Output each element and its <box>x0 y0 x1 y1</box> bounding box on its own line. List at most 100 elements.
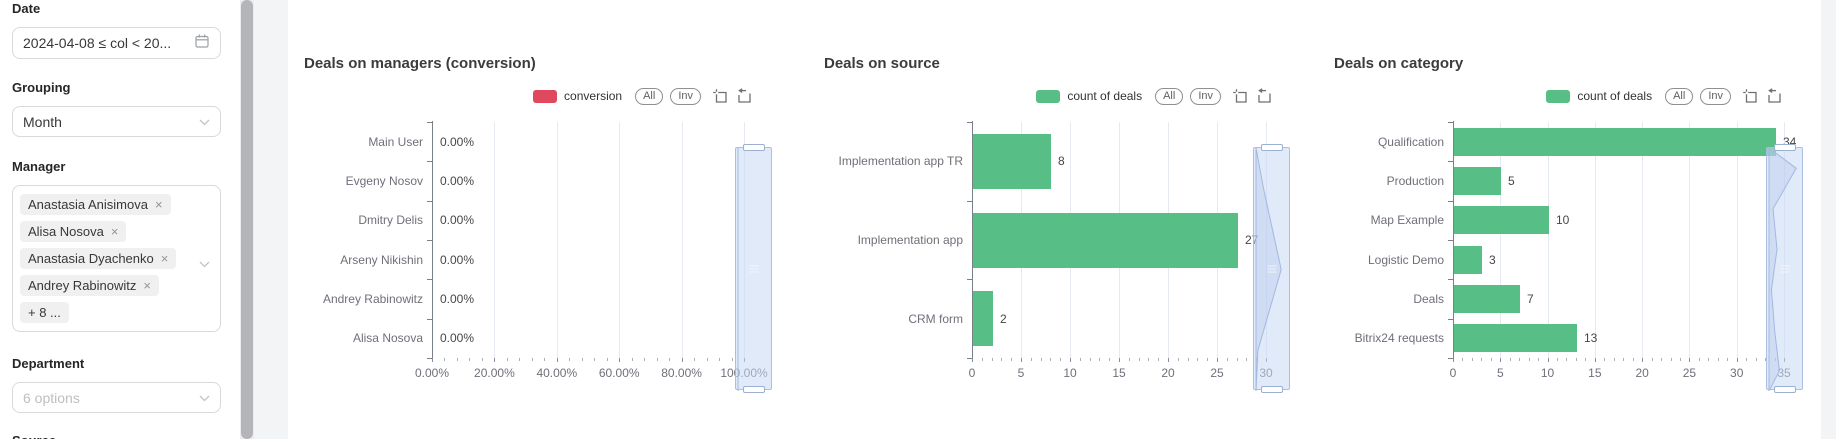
bar-implementation-app[interactable] <box>973 213 1238 268</box>
bar-bitrix24-requests[interactable] <box>1454 324 1577 352</box>
category-label: Production <box>1386 174 1444 188</box>
zoom-reset-icon[interactable] <box>736 88 752 104</box>
x-axis-minor-tick <box>1197 358 1199 361</box>
x-axis-minor-tick <box>1030 358 1032 361</box>
y-zoom-slider[interactable] <box>1766 144 1803 393</box>
slider-handle-top[interactable] <box>743 144 765 151</box>
select-all-button[interactable]: All <box>1665 87 1694 105</box>
legend-label[interactable]: count of deals <box>1067 89 1143 103</box>
remove-tag-icon[interactable]: × <box>154 197 163 212</box>
slider-grip[interactable] <box>1780 264 1789 273</box>
remove-tag-icon[interactable]: × <box>143 278 151 293</box>
y-axis-line <box>1453 121 1454 358</box>
sidebar-scrollbar[interactable] <box>240 0 254 439</box>
manager-tag[interactable]: Anastasia Anisimova × <box>20 194 171 215</box>
slider-handle-bottom[interactable] <box>1774 386 1796 393</box>
y-axis-tick <box>427 358 432 359</box>
invert-selection-button[interactable]: Inv <box>670 87 701 105</box>
category-label: Implementation app TR <box>838 154 963 169</box>
gridline <box>1689 122 1691 358</box>
date-range-input[interactable]: 2024-04-08 ≤ col < 20... <box>12 27 221 59</box>
bar-production[interactable] <box>1454 167 1501 195</box>
x-axis-minor-tick <box>1765 358 1767 361</box>
bar-logistic-demo[interactable] <box>1454 246 1482 274</box>
x-axis-minor-tick <box>1138 358 1140 361</box>
plot-area: 05101520253035Qualification34Production5… <box>1322 42 1822 407</box>
x-axis-tick <box>494 358 496 362</box>
slider-grip[interactable] <box>749 264 758 273</box>
department-select[interactable]: 6 options <box>12 382 221 413</box>
value-label: 5 <box>1508 174 1515 188</box>
x-axis-minor-tick <box>1207 358 1209 361</box>
chart-title: Deals on managers (conversion) <box>304 55 536 72</box>
y-axis-tick <box>1448 200 1453 202</box>
bar-qualification[interactable] <box>1454 128 1776 156</box>
remove-tag-icon[interactable]: × <box>110 224 119 239</box>
remove-tag-icon[interactable]: × <box>160 251 169 266</box>
manager-multiselect[interactable]: Anastasia Anisimova × Alisa Nosova × Anastas… <box>12 185 221 332</box>
y-axis-tick <box>1448 122 1453 123</box>
slider-handle-bottom[interactable] <box>1261 386 1283 393</box>
slider-grip[interactable] <box>1267 264 1276 273</box>
slider-handle-top[interactable] <box>1774 144 1796 151</box>
y-zoom-slider[interactable] <box>735 144 772 393</box>
bar-implementation-app-tr[interactable] <box>973 134 1051 189</box>
legend-label[interactable]: count of deals <box>1577 89 1653 103</box>
zoom-select-icon[interactable] <box>1232 88 1248 104</box>
x-axis-minor-tick <box>1060 358 1062 361</box>
bar-deals[interactable] <box>1454 285 1520 313</box>
x-axis-minor-tick <box>1109 358 1111 361</box>
zoom-reset-icon[interactable] <box>1766 88 1782 104</box>
manager-more-tag[interactable]: + 8 ... <box>20 302 69 323</box>
value-label: 0.00% <box>440 292 475 306</box>
y-axis-tick <box>1448 358 1453 359</box>
x-axis-minor-tick <box>1755 358 1757 361</box>
x-axis-tick <box>1070 358 1071 362</box>
filters-sidebar: Date 2024-04-08 ≤ col < 20... Grouping M… <box>0 0 240 439</box>
x-axis-minor-tick <box>531 358 533 361</box>
x-axis-tick <box>432 358 433 362</box>
gridline <box>1736 122 1738 358</box>
value-label: 7 <box>1527 292 1534 306</box>
grouping-select[interactable]: Month <box>12 106 221 137</box>
source-label: Source <box>12 433 221 439</box>
y-axis-tick <box>1448 279 1453 281</box>
x-tick-label: 0.00% <box>414 366 450 380</box>
x-axis-tick <box>1168 358 1169 362</box>
y-axis-line <box>432 121 433 358</box>
calendar-icon <box>194 33 210 54</box>
x-axis-minor-tick <box>1490 358 1492 361</box>
slider-handle-top[interactable] <box>1261 144 1283 151</box>
bar-crm-form[interactable] <box>973 291 993 346</box>
y-axis-tick <box>427 279 432 281</box>
x-axis-minor-tick <box>1623 358 1625 361</box>
y-axis-tick <box>427 200 432 202</box>
legend-label[interactable]: conversion <box>564 89 623 103</box>
invert-selection-button[interactable]: Inv <box>1190 87 1221 105</box>
x-axis-minor-tick <box>1670 358 1672 361</box>
manager-tag[interactable]: Alisa Nosova × <box>20 221 127 242</box>
legend-swatch[interactable] <box>1036 89 1061 103</box>
y-axis-tick <box>427 122 432 123</box>
manager-tag[interactable]: Anastasia Dyachenko × <box>20 248 177 269</box>
x-axis-minor-tick <box>1481 358 1483 361</box>
zoom-select-icon[interactable] <box>1742 88 1758 104</box>
x-axis-minor-tick <box>1040 358 1042 361</box>
select-all-button[interactable]: All <box>635 87 664 105</box>
y-zoom-slider[interactable] <box>1253 144 1290 393</box>
y-axis-tick <box>967 279 972 281</box>
legend-swatch[interactable] <box>533 89 558 103</box>
scrollbar-thumb[interactable] <box>241 0 253 439</box>
x-axis-minor-tick <box>569 358 571 361</box>
bar-map-example[interactable] <box>1454 206 1549 234</box>
zoom-select-icon[interactable] <box>712 88 728 104</box>
manager-tag[interactable]: Andrey Rabinowitz × <box>20 275 159 296</box>
x-axis-tick <box>1500 358 1502 362</box>
select-all-button[interactable]: All <box>1155 87 1184 105</box>
x-axis-minor-tick <box>1471 358 1473 361</box>
manager-tag-label: Anastasia Anisimova <box>28 197 148 212</box>
zoom-reset-icon[interactable] <box>1256 88 1272 104</box>
legend-swatch[interactable] <box>1546 89 1571 103</box>
invert-selection-button[interactable]: Inv <box>1700 87 1731 105</box>
slider-handle-bottom[interactable] <box>743 386 765 393</box>
